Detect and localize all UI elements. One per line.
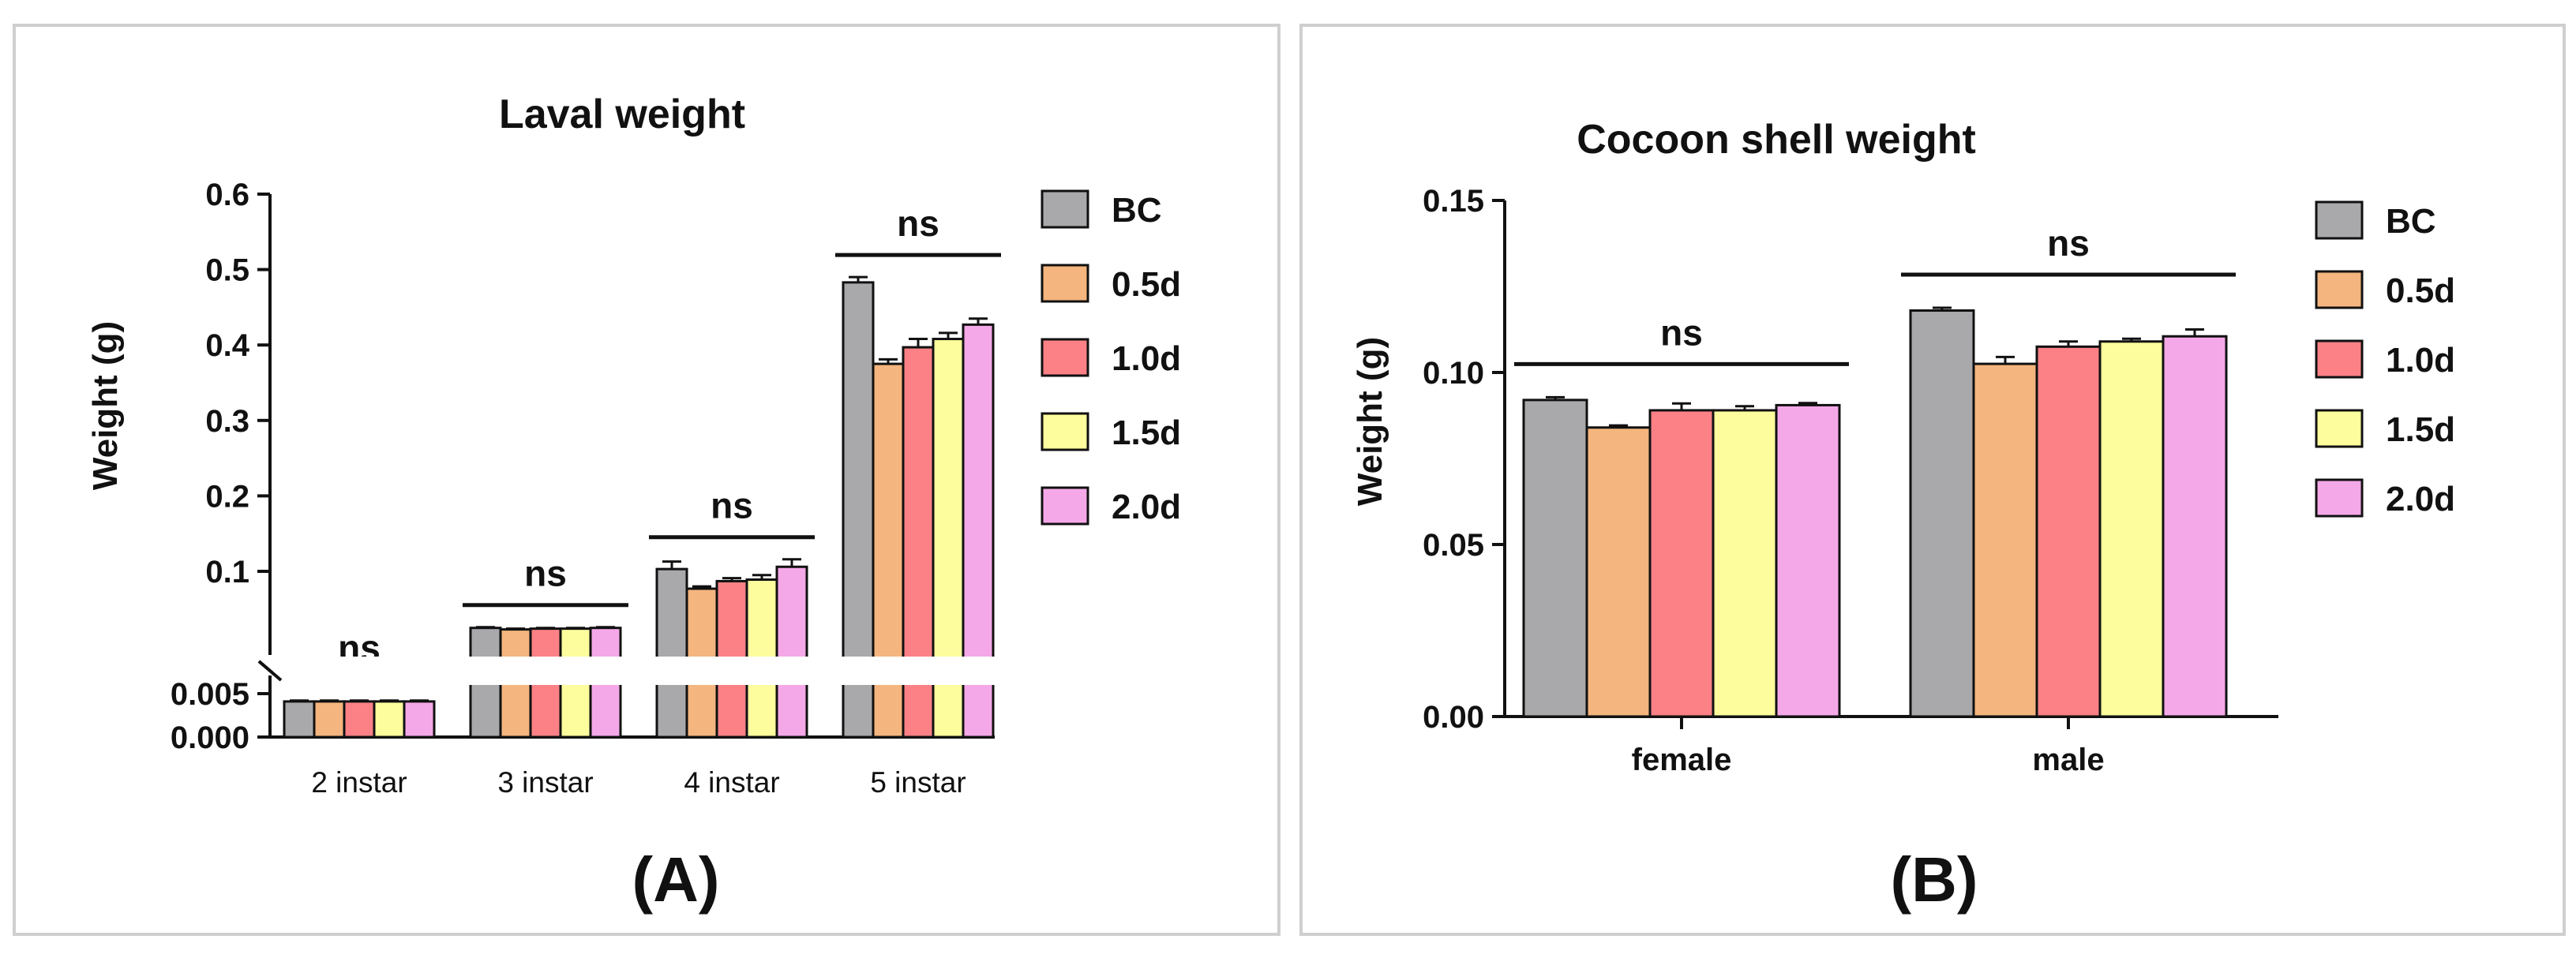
bar-BC bbox=[1909, 309, 1975, 718]
y-axis-label: Weight (g) bbox=[86, 321, 125, 490]
y-tick-label: 0.5 bbox=[205, 253, 249, 288]
y-tick-label: 0.00 bbox=[1423, 700, 1484, 735]
x-tick-label: female bbox=[1632, 743, 1732, 777]
legend-label-0.5d: 0.5d bbox=[1112, 265, 1181, 304]
y-axis-label: Weight (g) bbox=[1351, 337, 1389, 506]
y-tick-label: 0.10 bbox=[1423, 356, 1484, 391]
laval-weight-chart: Laval weight Weight (g) (A) 0.1 0.2 0.3 0.4… bbox=[86, 92, 1181, 915]
legend-swatch-2.0d bbox=[1041, 486, 1089, 526]
bar-2.0d bbox=[775, 565, 808, 739]
y-tick-label: 0.1 bbox=[205, 555, 249, 589]
bar-1.5d bbox=[373, 700, 406, 739]
legend-label-2.0d: 2.0d bbox=[1112, 488, 1181, 526]
legend-swatch-1.5d bbox=[2315, 409, 2364, 448]
legend-swatch-1.0d bbox=[2315, 339, 2364, 379]
bar-2.0d bbox=[1775, 403, 1841, 718]
legend-swatch-1.5d bbox=[1041, 412, 1089, 451]
legend-label-1.5d: 1.5d bbox=[1112, 414, 1181, 452]
legend-swatch-1.0d bbox=[1041, 338, 1089, 377]
y-tick-label: 0.05 bbox=[1423, 528, 1484, 563]
chart-title: Laval weight bbox=[499, 92, 745, 137]
significance-label: ns bbox=[711, 485, 753, 526]
bar-0.5d bbox=[1585, 426, 1652, 718]
axis-break-mark-top bbox=[257, 660, 283, 682]
significance-label: ns bbox=[524, 553, 567, 594]
x-tick-label: 2 instar bbox=[311, 766, 407, 799]
legend-label-BC: BC bbox=[1112, 191, 1162, 230]
chart-title: Cocoon shell weight bbox=[1577, 117, 1976, 163]
bar-BC bbox=[655, 567, 688, 739]
y-tick-label: 0.3 bbox=[205, 404, 249, 439]
bar-2.0d bbox=[2162, 335, 2228, 718]
y-tick-label: 0.15 bbox=[1423, 184, 1484, 219]
bar-1.5d bbox=[2098, 340, 2165, 718]
bar-2.0d bbox=[403, 700, 436, 739]
legend-label-2.0d: 2.0d bbox=[2386, 480, 2455, 518]
legend-label-BC: BC bbox=[2386, 202, 2436, 241]
y-tick-label: 0.005 bbox=[171, 677, 249, 712]
bar-BC bbox=[283, 700, 316, 739]
legend-swatch-BC bbox=[1041, 189, 1089, 229]
bar-BC bbox=[1522, 399, 1588, 718]
legend-label-0.5d: 0.5d bbox=[2386, 271, 2455, 310]
legend-swatch-2.0d bbox=[2315, 478, 2364, 518]
y-tick-label: 0.6 bbox=[205, 178, 249, 212]
x-tick-label: 5 instar bbox=[870, 766, 966, 799]
panel-a: Laval weight Weight (g) (A) 0.1 0.2 0.3 0.4… bbox=[13, 24, 1281, 936]
significance-label: ns bbox=[1660, 312, 1703, 353]
x-tick-label: male bbox=[2032, 743, 2104, 777]
legend-swatch-BC bbox=[2315, 200, 2364, 240]
bar-1.0d bbox=[2035, 345, 2102, 718]
bar-1.5d bbox=[1712, 409, 1778, 718]
x-tick-label: 4 instar bbox=[684, 766, 779, 799]
bar-0.5d bbox=[313, 700, 346, 739]
legend-label-1.0d: 1.0d bbox=[1112, 339, 1181, 378]
y-tick-label: 0.2 bbox=[205, 479, 249, 514]
panel-label: (A) bbox=[632, 844, 719, 915]
bar-1.0d bbox=[1648, 409, 1715, 718]
axis-break-band bbox=[273, 657, 999, 685]
significance-label: ns bbox=[897, 203, 939, 244]
y-tick-label: 0.000 bbox=[171, 720, 249, 755]
panel-label: (B) bbox=[1890, 844, 1978, 915]
y-tick-label: 0.4 bbox=[205, 328, 249, 363]
panel-b: Cocoon shell weight Weight (g) (B) 0.00 0… bbox=[1299, 24, 2566, 936]
legend-label-1.5d: 1.5d bbox=[2386, 410, 2455, 449]
bar-0.5d bbox=[1972, 362, 2038, 718]
significance-label: ns bbox=[2047, 223, 2090, 264]
x-tick-label: 3 instar bbox=[497, 766, 593, 799]
bar-1.0d bbox=[343, 700, 376, 739]
legend-swatch-0.5d bbox=[1041, 264, 1089, 303]
legend-label-1.0d: 1.0d bbox=[2386, 341, 2455, 380]
cocoon-shell-weight-chart: Cocoon shell weight Weight (g) (B) 0.00 0… bbox=[1351, 117, 2455, 915]
legend-swatch-0.5d bbox=[2315, 270, 2364, 309]
